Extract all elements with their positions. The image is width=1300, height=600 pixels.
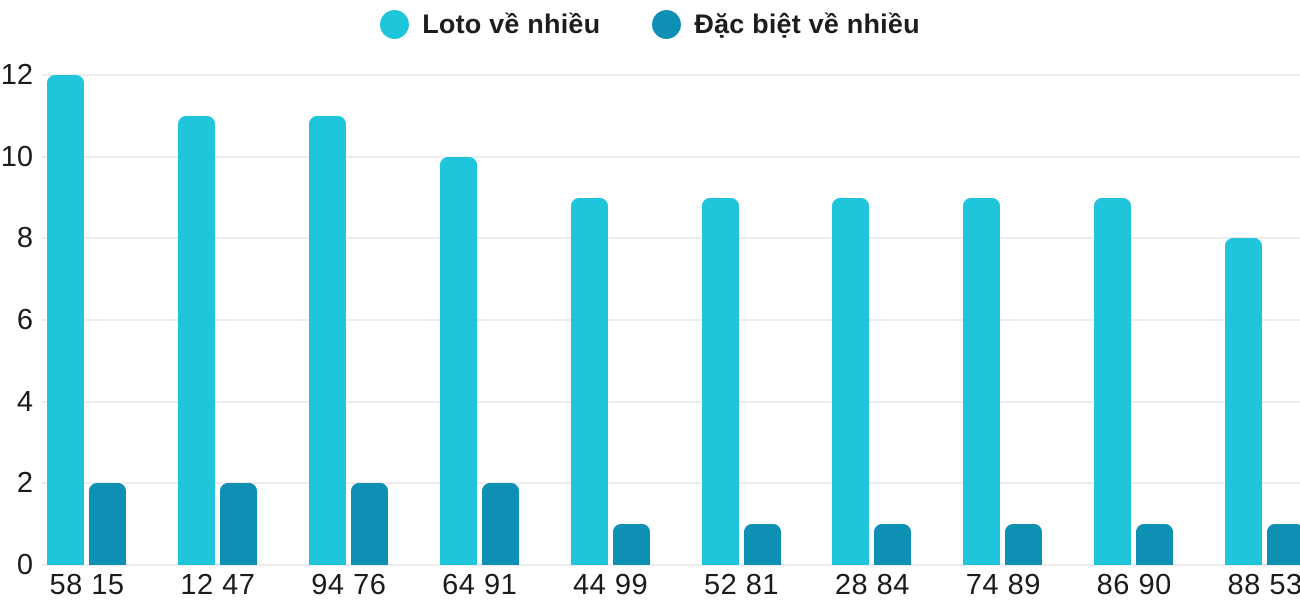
bar-loto-ve-nhieu[interactable] — [308, 115, 346, 565]
bar-dac-biet-ve-nhieu[interactable] — [1136, 524, 1174, 565]
y-axis-tick-label: 0 — [16, 549, 33, 581]
legend-label-loto-ve-nhieu: Loto về nhiều — [422, 9, 601, 39]
bar-dac-biet-ve-nhieu[interactable] — [612, 524, 650, 565]
bar-dac-biet-ve-nhieu[interactable] — [350, 483, 388, 565]
bar-loto-ve-nhieu[interactable] — [701, 197, 739, 565]
x-axis-tick-label: 74 89 — [965, 569, 1041, 600]
gridline-y-6 — [42, 319, 1300, 321]
bar-dac-biet-ve-nhieu[interactable] — [1005, 524, 1043, 565]
x-axis-tick-label: 28 84 — [834, 569, 910, 600]
bar-dac-biet-ve-nhieu[interactable] — [1267, 524, 1300, 565]
y-axis-tick-label: 8 — [16, 222, 33, 255]
legend-label-dac-biet-ve-nhieu: Đặc biệt về nhiều — [694, 9, 920, 39]
dac-biet-ve-nhieu-swatch-icon — [652, 10, 682, 39]
gridline-y-10 — [42, 155, 1300, 158]
bar-dac-biet-ve-nhieu[interactable] — [219, 483, 257, 565]
y-axis-tick-label: 6 — [16, 304, 33, 336]
bar-loto-ve-nhieu[interactable] — [832, 197, 870, 565]
bar-loto-ve-nhieu[interactable] — [47, 75, 84, 565]
y-axis-tick-label: 10 — [0, 140, 33, 173]
gridline-y-2 — [42, 482, 1300, 485]
x-axis-tick-label: 86 90 — [1096, 569, 1172, 600]
bar-loto-ve-nhieu[interactable] — [963, 197, 1001, 565]
chart-legend: Loto về nhiều Đặc biệt về nhiều — [0, 10, 1300, 39]
bar-dac-biet-ve-nhieu[interactable] — [743, 524, 781, 565]
x-axis-tick-label: 64 91 — [442, 569, 518, 600]
x-axis-tick-label: 44 99 — [573, 569, 649, 600]
y-axis-tick-label: 2 — [16, 467, 33, 500]
bar-loto-ve-nhieu[interactable] — [1225, 238, 1263, 565]
y-axis-tick-label: 4 — [16, 385, 33, 418]
x-axis-tick-label: 52 81 — [703, 569, 780, 600]
bar-loto-ve-nhieu[interactable] — [1094, 197, 1132, 565]
gridline-y-0 — [42, 564, 1300, 566]
x-axis-tick-label: 58 15 — [49, 569, 125, 600]
bar-dac-biet-ve-nhieu[interactable] — [874, 524, 912, 565]
y-axis-tick-label: 12 — [0, 59, 33, 91]
bar-loto-ve-nhieu[interactable] — [570, 197, 608, 565]
legend-item-dac-biet-ve-nhieu[interactable]: Đặc biệt về nhiều — [652, 9, 920, 39]
legend-item-loto-ve-nhieu[interactable]: Loto về nhiều — [380, 10, 600, 39]
bar-loto-ve-nhieu[interactable] — [439, 156, 477, 565]
gridline-y-8 — [42, 237, 1300, 240]
gridline-y-4 — [42, 400, 1300, 403]
gridline-y-12 — [42, 74, 1300, 76]
x-axis-tick-label: 94 76 — [311, 569, 387, 600]
loto-ve-nhieu-swatch-icon — [380, 10, 410, 39]
x-axis-tick-label: 12 47 — [180, 569, 256, 600]
x-axis-tick-label: 88 53 — [1227, 569, 1300, 600]
bar-dac-biet-ve-nhieu[interactable] — [481, 483, 519, 565]
bar-dac-biet-ve-nhieu[interactable] — [89, 483, 126, 565]
bar-loto-ve-nhieu[interactable] — [177, 115, 215, 565]
